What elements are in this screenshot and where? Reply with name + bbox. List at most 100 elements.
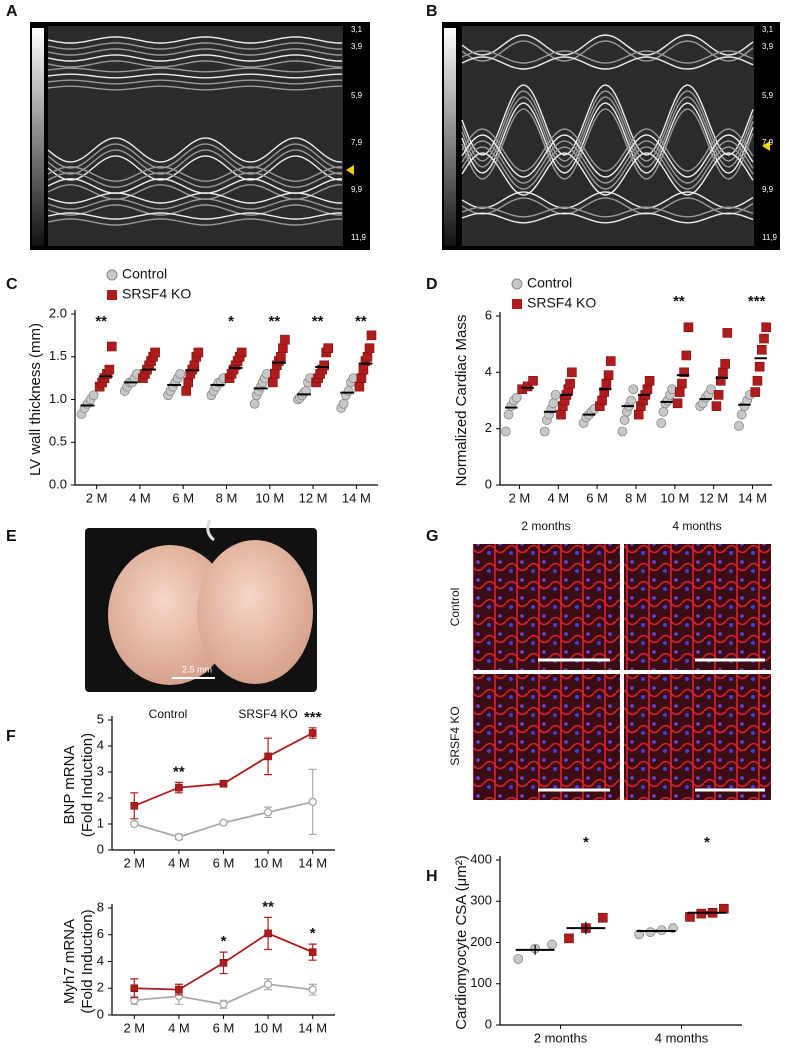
echo-scale-label: 11,9 [762, 233, 778, 242]
panel-label: B [426, 3, 438, 20]
y-tick-label: 400 [470, 851, 492, 866]
echo-image [30, 22, 370, 250]
data-point [130, 984, 139, 993]
panel-label: D [426, 276, 438, 293]
data-point [343, 386, 354, 396]
data-point [674, 387, 685, 397]
echo-trace [47, 212, 342, 220]
legend-marker [106, 269, 118, 281]
y-tick-label: 200 [470, 934, 492, 949]
y-axis-title: Myh7 mRNA [61, 919, 78, 1004]
y-tick-label: 1.0 [49, 391, 67, 406]
echo-trace [47, 218, 342, 226]
data-point [628, 384, 639, 395]
legend-label: Control [527, 275, 572, 291]
echo-trace [461, 206, 754, 218]
data-point [270, 369, 280, 379]
echo-trace [47, 143, 342, 169]
echo-image [442, 22, 780, 250]
data-point [175, 783, 183, 792]
y-tick-label: 4 [97, 953, 104, 968]
data-point [189, 360, 200, 371]
data-point [720, 359, 730, 369]
echo-scale-label: 5,9 [762, 91, 774, 100]
data-point [656, 418, 667, 428]
y-tick-label: 0 [97, 1006, 104, 1021]
row-label: SRSF4 KO [448, 706, 462, 765]
y-axis-title: BNP mRNA [61, 746, 78, 825]
heart-photo: 2.5 mm [85, 519, 317, 692]
echo-trace [461, 191, 754, 209]
echo-scale-label: 5,9 [351, 91, 363, 100]
data-point [565, 378, 575, 389]
data-point [681, 350, 692, 361]
data-point [249, 398, 260, 409]
x-tick-label: 2 M [123, 855, 145, 870]
y-tick-label: 6 [485, 307, 492, 322]
x-tick-label: 10 M [254, 855, 283, 870]
echo-scale-label: 9,9 [351, 185, 363, 194]
legend-label: Control [122, 266, 167, 282]
data-point [556, 409, 566, 420]
significance-label: ** [673, 293, 685, 310]
echo-scale-label: 9,9 [762, 185, 774, 194]
x-tick-label: 2 M [509, 490, 531, 505]
significance-label: ** [173, 763, 185, 780]
data-point [679, 367, 689, 378]
legend-label: SRSF4 KO [527, 295, 596, 311]
data-point [150, 347, 160, 358]
data-point [567, 367, 577, 378]
significance-label: *** [304, 709, 322, 726]
echo-trace [461, 134, 754, 178]
data-point [236, 347, 247, 358]
echo-trace [461, 152, 754, 196]
data-point [754, 361, 765, 372]
data-point [617, 426, 628, 437]
data-point [362, 351, 373, 362]
y-tick-label: 0 [485, 476, 492, 491]
data-point [261, 368, 272, 379]
data-point [348, 373, 359, 384]
y-tick-label: 2 [97, 789, 104, 804]
data-point [183, 377, 194, 388]
y-tick-label: 300 [470, 893, 492, 908]
legend-marker [107, 290, 117, 300]
x-tick-label: 10 M [660, 490, 689, 505]
data-point [718, 367, 728, 378]
significance-label: ** [355, 313, 367, 330]
y-tick-label: 0.5 [49, 434, 67, 449]
x-tick-label: 14 M [298, 1020, 327, 1035]
legend-marker [512, 299, 522, 309]
data-point [264, 752, 272, 761]
data-point [642, 384, 653, 395]
data-point [276, 351, 286, 362]
y-tick-label: 3 [97, 763, 104, 778]
data-point [264, 929, 272, 938]
echo-trace [461, 140, 754, 184]
data-point [268, 377, 278, 388]
data-point [672, 398, 683, 409]
data-point [358, 364, 369, 375]
significance-label: ** [95, 313, 107, 330]
data-point [263, 808, 273, 817]
significance-label: * [583, 834, 589, 851]
y-tick-label: 1 [97, 815, 104, 830]
photo-label: Control [149, 707, 188, 721]
panel-label: G [426, 528, 438, 545]
echo-trace [47, 48, 342, 56]
photo-label: SRSF4 KO [238, 707, 297, 721]
echo-trace [461, 128, 754, 172]
data-point [181, 386, 192, 396]
panel-label: E [6, 528, 17, 545]
y-axis-title: (Fold Induction) [79, 733, 96, 837]
scale-bar-label: 2.5 mm [182, 664, 212, 674]
y-tick-label: 4 [97, 737, 104, 752]
data-point [736, 409, 747, 420]
y-tick-label: 5 [97, 711, 104, 726]
data-point [219, 818, 228, 827]
data-point [734, 420, 744, 431]
data-point [193, 347, 204, 358]
panel-label: A [6, 3, 18, 20]
echo-trace [47, 166, 342, 182]
data-point [633, 409, 644, 420]
